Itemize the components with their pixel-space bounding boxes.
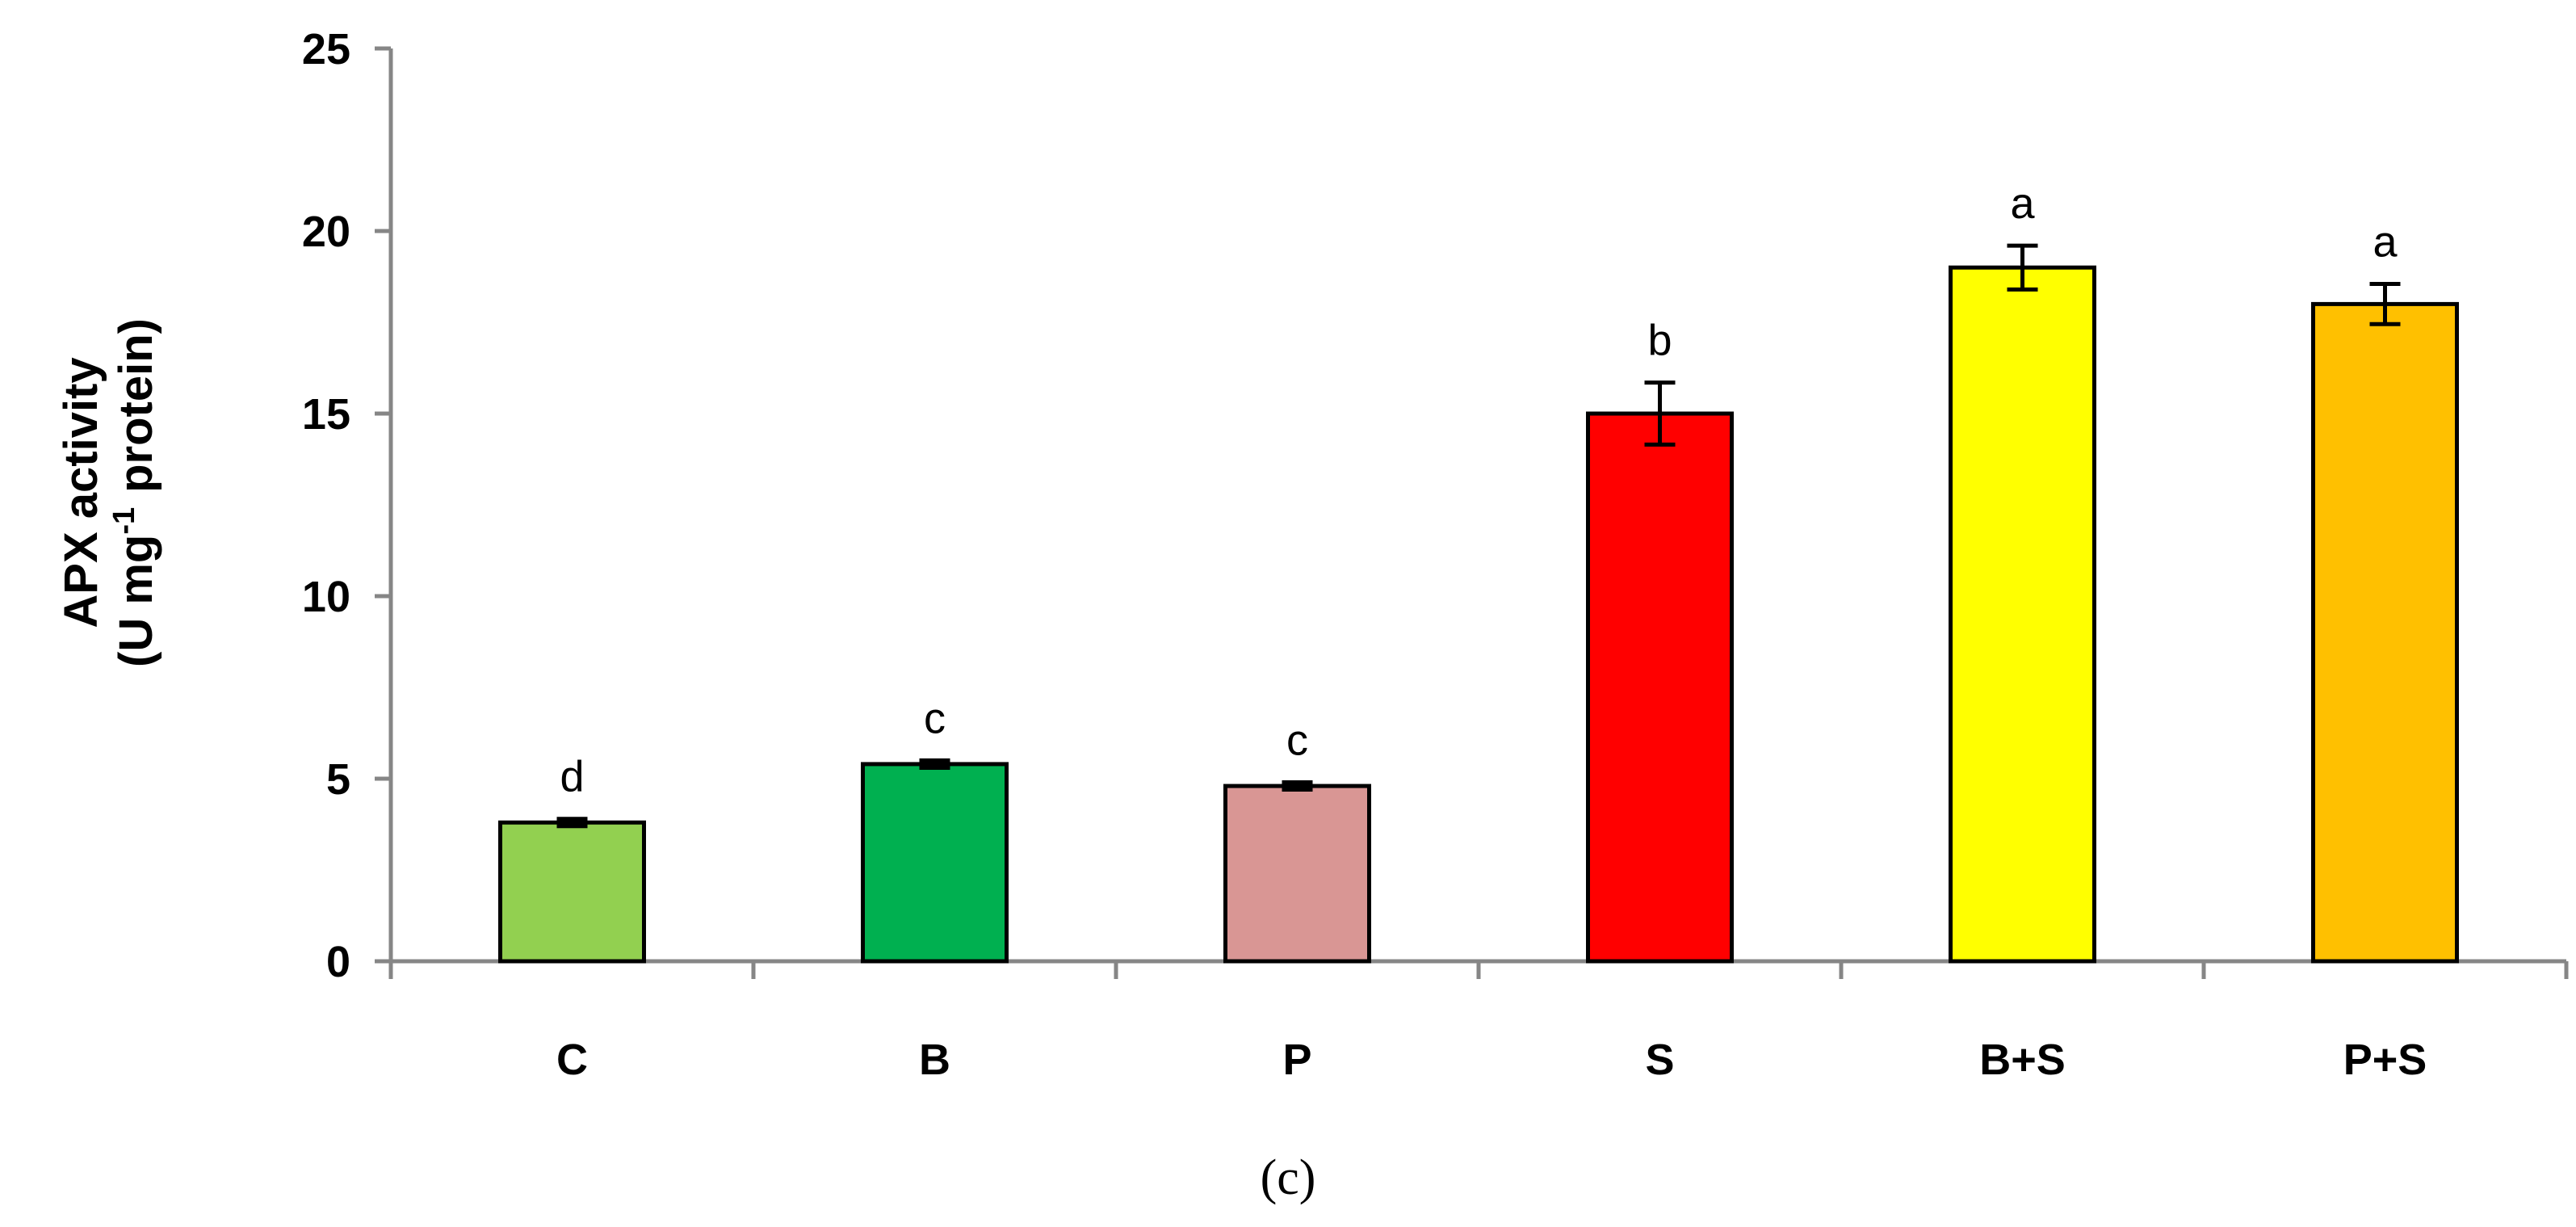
significance-label: a (2010, 179, 2035, 228)
x-tick-label: B (919, 1036, 950, 1084)
x-tick-label: C (556, 1036, 588, 1084)
y-tick-label: 20 (302, 208, 350, 256)
x-tick-label: P+S (2343, 1036, 2427, 1084)
y-tick-label: 5 (326, 755, 350, 804)
x-tick-label: B+S (1979, 1036, 2066, 1084)
significance-label: b (1647, 317, 1672, 365)
y-tick-label: 15 (302, 390, 350, 439)
y-axis-label-unit-suffix: protein) (110, 318, 162, 493)
bar (1949, 265, 2096, 964)
significance-label: a (2373, 218, 2398, 267)
significance-label: c (1286, 716, 1308, 765)
y-tick-label: 0 (326, 938, 350, 986)
significance-label: c (924, 694, 946, 742)
x-tick-label: P (1282, 1036, 1311, 1084)
significance-label: d (560, 753, 584, 801)
y-tick-label: 25 (302, 25, 350, 74)
y-axis-label-line1: APX activity (55, 357, 107, 628)
y-tick-label: 10 (302, 573, 350, 621)
bar (498, 820, 646, 964)
y-axis-label-unit-superscript: -1 (107, 507, 141, 535)
bar (1223, 784, 1371, 964)
y-axis-label-line2: (U mg-1 protein) (107, 318, 162, 667)
panel-label: (c) (1261, 1150, 1316, 1205)
bar (1586, 411, 1734, 964)
y-axis-label: APX activity (U mg-1 protein) (55, 318, 162, 667)
y-axis-label-unit-prefix: (U mg (110, 535, 162, 667)
bar (861, 762, 1009, 964)
bar (2311, 301, 2459, 964)
x-tick-label: S (1645, 1036, 1674, 1084)
plot-area: 0 5 10 15 20 25 d Cc Bc Pb Sa B+S a P+S (302, 25, 2569, 1084)
